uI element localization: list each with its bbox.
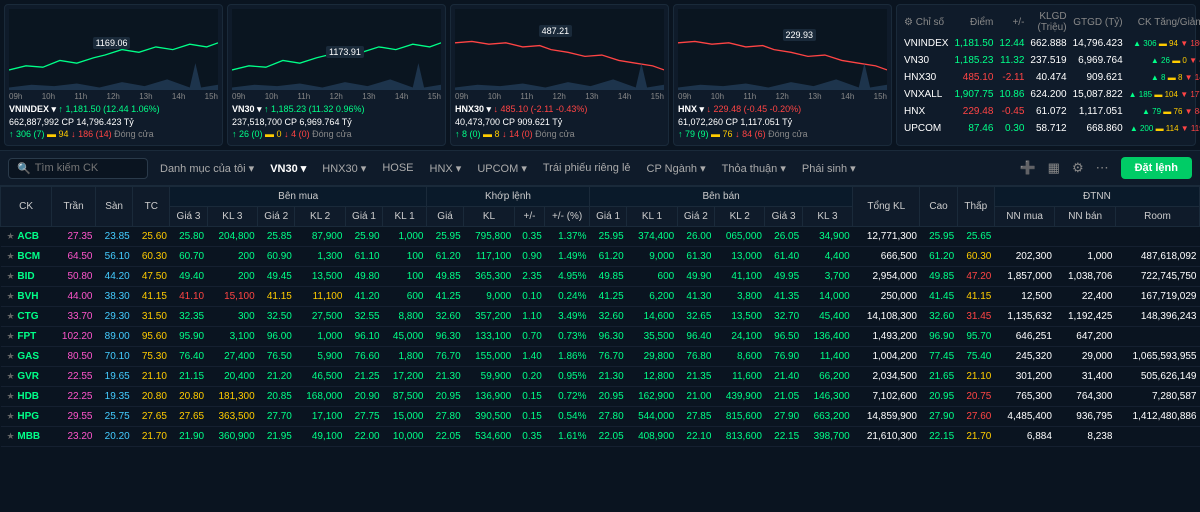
- index-row-hnx[interactable]: HNX 229.48 -0.45 61.072 1,117.051 ▲ 79 ▬…: [901, 103, 1200, 120]
- gear-icon[interactable]: ⚙: [1072, 160, 1084, 176]
- tab-danh-mục-của-tôi[interactable]: Danh mục của tôi ▾: [160, 162, 254, 175]
- chart-panel-hnx30[interactable]: 487.21 09h10h11h12h13h14h15h HNX30 ▾ ↓ 4…: [450, 4, 669, 146]
- stock-row-mbb[interactable]: ★ MBB 23.20 20.20 21.70 21.90360,900 21.…: [1, 427, 1200, 447]
- col-tc[interactable]: TC: [133, 187, 170, 227]
- stock-row-hdb[interactable]: ★ HDB 22.25 19.35 20.80 20.80181,300 20.…: [1, 387, 1200, 407]
- search-box[interactable]: 🔍: [8, 158, 148, 179]
- col-thap[interactable]: Thấp: [957, 187, 994, 227]
- index-row-upcom[interactable]: UPCOM 87.46 0.30 58.712 668.860 ▲ 200 ▬ …: [901, 120, 1200, 137]
- index-row-vnxall[interactable]: VNXALL 1,907.75 10.86 624.200 15,087.822…: [901, 86, 1200, 103]
- col-tran[interactable]: Trần: [52, 187, 96, 227]
- tab-hnx[interactable]: HNX ▾: [430, 162, 462, 175]
- search-input[interactable]: [35, 162, 139, 174]
- main-stock-table: CK Trần Sàn TC Bên mua Khớp lệnh Bên bán…: [0, 186, 1200, 447]
- col-group-khoplenh: Khớp lệnh: [426, 187, 589, 207]
- tab-upcom[interactable]: UPCOM ▾: [477, 162, 527, 175]
- column-icon[interactable]: ▦: [1048, 160, 1060, 176]
- index-row-hnx30[interactable]: HNX30 485.10 -2.11 40.474 909.621 ▲ 8 ▬ …: [901, 69, 1200, 86]
- index-summary-table: ⚙ Chỉ sốĐiểm+/-KLGD (Triệu)GTGD (Tỷ)CK T…: [896, 4, 1196, 146]
- col-group-benmua: Bên mua: [170, 187, 427, 207]
- tab-phái-sinh[interactable]: Phái sinh ▾: [802, 162, 856, 175]
- stock-row-fpt[interactable]: ★ FPT 102.20 89.00 95.60 95.903,100 96.0…: [1, 327, 1200, 347]
- col-ck[interactable]: CK: [1, 187, 52, 227]
- tab-trái-phiếu-riêng-lẻ[interactable]: Trái phiếu riêng lẻ: [543, 162, 631, 174]
- filter-bar: 🔍 Danh mục của tôi ▾ VN30 ▾ HNX30 ▾ HOSE HNX…: [0, 150, 1200, 186]
- search-icon: 🔍: [17, 162, 31, 175]
- stock-row-acb[interactable]: ★ ACB 27.35 23.85 25.60 25.80204,800 25.…: [1, 227, 1200, 247]
- tab-cp-ngành[interactable]: CP Ngành ▾: [647, 162, 706, 175]
- col-cao[interactable]: Cao: [920, 187, 957, 227]
- stock-row-bvh[interactable]: ★ BVH 44.00 38.30 41.15 41.1015,100 41.1…: [1, 287, 1200, 307]
- order-button[interactable]: Đặt lệnh: [1121, 157, 1192, 179]
- col-tongkl[interactable]: Tổng KL: [853, 187, 920, 227]
- index-row-vnindex[interactable]: VNINDEX 1,181.50 12.44 662.888 14,796.42…: [901, 35, 1200, 52]
- col-san[interactable]: Sàn: [96, 187, 133, 227]
- tab-hnx30[interactable]: HNX30 ▾: [322, 162, 366, 175]
- stock-row-bid[interactable]: ★ BID 50.80 44.20 47.50 49.40200 49.4513…: [1, 267, 1200, 287]
- stock-row-ctg[interactable]: ★ CTG 33.70 29.30 31.50 32.35300 32.5027…: [1, 307, 1200, 327]
- chart-panel-vnindex[interactable]: 1169.06 09h10h11h12h13h14h15h VNINDEX ▾ …: [4, 4, 223, 146]
- col-group-dtnn: ĐTNN: [994, 187, 1199, 207]
- chart-panel-vn30[interactable]: 1173.91 09h10h11h12h13h14h15h VN30 ▾ ↑ 1…: [227, 4, 446, 146]
- add-icon[interactable]: ➕: [1019, 160, 1035, 176]
- tab-thỏa-thuận[interactable]: Thỏa thuận ▾: [722, 162, 786, 175]
- top-section: 1169.06 09h10h11h12h13h14h15h VNINDEX ▾ …: [0, 0, 1200, 150]
- chart-panel-hnx[interactable]: 229.93 09h10h11h12h13h14h15h HNX ▾ ↓ 229…: [673, 4, 892, 146]
- stock-row-bcm[interactable]: ★ BCM 64.50 56.10 60.30 60.70200 60.901,…: [1, 247, 1200, 267]
- tab-hose[interactable]: HOSE: [382, 162, 413, 174]
- stock-row-gvr[interactable]: ★ GVR 22.55 19.65 21.10 21.1520,400 21.2…: [1, 367, 1200, 387]
- more-icon[interactable]: ⋯: [1096, 160, 1109, 176]
- stock-row-hpg[interactable]: ★ HPG 29.55 25.75 27.65 27.65363,500 27.…: [1, 407, 1200, 427]
- tab-vn30[interactable]: VN30 ▾: [270, 162, 306, 175]
- col-group-benban: Bên bán: [589, 187, 852, 207]
- index-row-vn30[interactable]: VN30 1,185.23 11.32 237.519 6,969.764 ▲ …: [901, 52, 1200, 69]
- stock-row-gas[interactable]: ★ GAS 80.50 70.10 75.30 76.4027,400 76.5…: [1, 347, 1200, 367]
